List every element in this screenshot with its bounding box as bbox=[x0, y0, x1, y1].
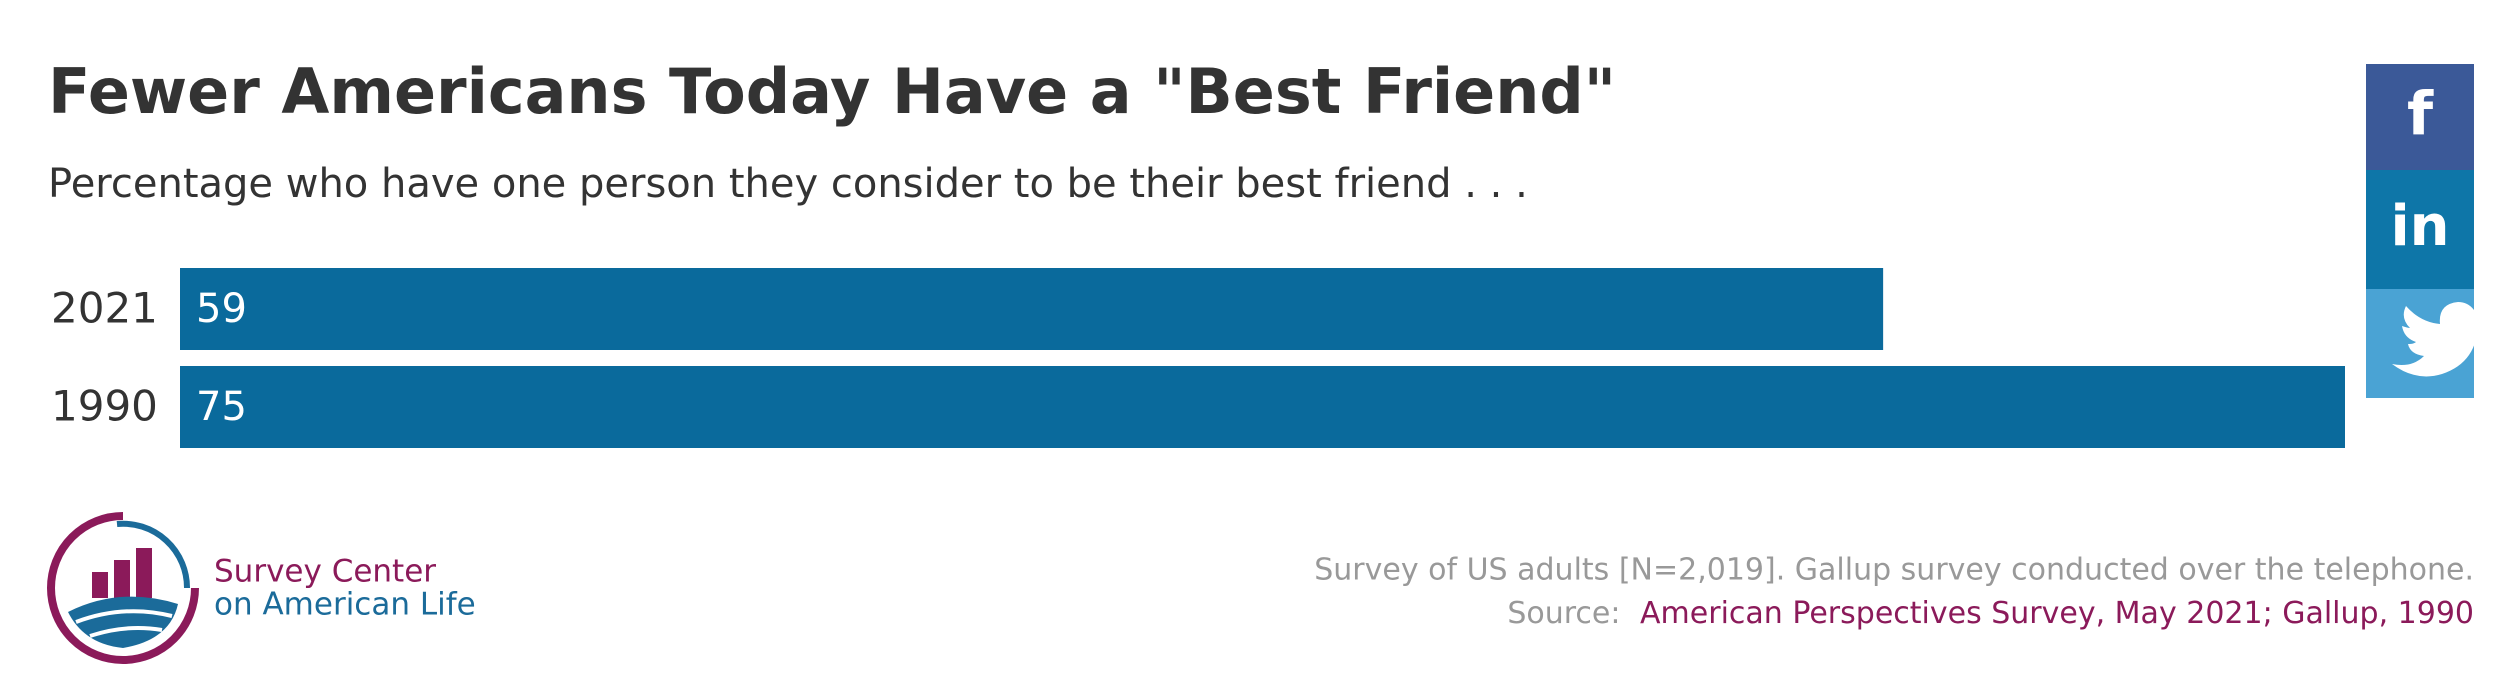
share-buttons: f in bbox=[2366, 64, 2488, 398]
logo-bar bbox=[92, 572, 108, 598]
category-label: 2021 bbox=[51, 284, 158, 333]
bar bbox=[180, 268, 1884, 350]
facebook-button[interactable] bbox=[2366, 64, 2474, 170]
source-prefix: Source: bbox=[1507, 596, 1620, 631]
bar-value-label: 75 bbox=[196, 384, 247, 430]
logo-ring bbox=[47, 512, 199, 664]
logo-ring-inner bbox=[116, 520, 191, 589]
bar-value-label: 59 bbox=[196, 286, 247, 332]
facebook-icon: f bbox=[2407, 80, 2434, 150]
logo-bar bbox=[136, 548, 152, 598]
logo-bar bbox=[114, 560, 130, 598]
linkedin-icon: in bbox=[2390, 194, 2449, 259]
source-text: American Perspectives Survey, May 2021; … bbox=[1640, 596, 2474, 631]
logo-line1: Survey Center bbox=[214, 554, 436, 590]
twitter-icon bbox=[2392, 302, 2488, 377]
footer-source: Source: American Perspectives Survey, Ma… bbox=[1507, 596, 2474, 631]
logo-wave bbox=[68, 596, 178, 648]
logo-wave-lines bbox=[75, 609, 173, 638]
logo-line2: on American Life bbox=[214, 587, 476, 623]
logo: Survey Center on American Life bbox=[47, 512, 476, 664]
category-label: 1990 bbox=[51, 382, 158, 431]
bar bbox=[180, 366, 2345, 448]
chart-subtitle: Percentage who have one person they cons… bbox=[48, 161, 1528, 207]
linkedin-button[interactable] bbox=[2366, 170, 2474, 289]
footer-note: Survey of US adults [N=2,019]. Gallup su… bbox=[1314, 553, 2474, 588]
chart-title: Fewer Americans Today Have a "Best Frien… bbox=[48, 55, 1616, 128]
